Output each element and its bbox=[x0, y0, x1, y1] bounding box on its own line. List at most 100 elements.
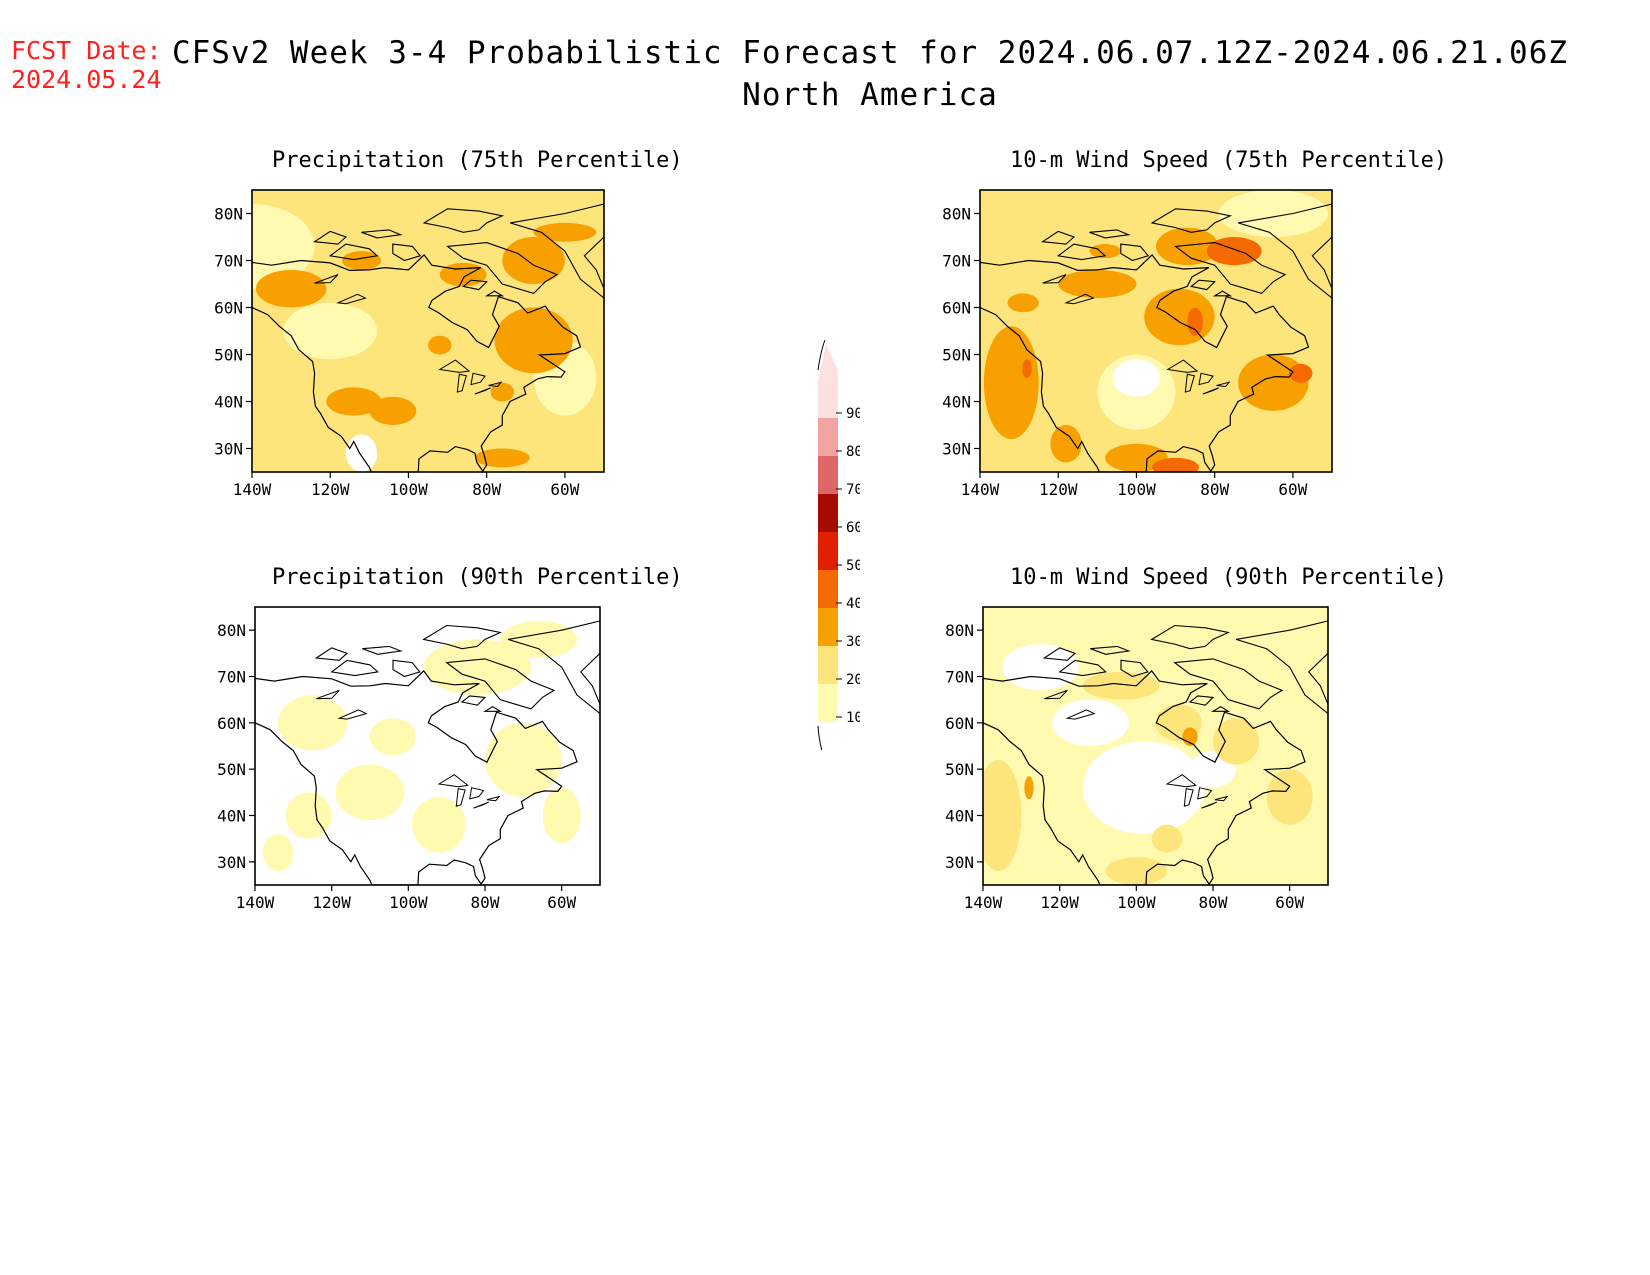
island-outline bbox=[461, 279, 488, 291]
probability-hotspot bbox=[1007, 293, 1039, 313]
lat-label: 30N bbox=[942, 440, 971, 459]
probability-hotspot bbox=[412, 796, 466, 853]
lake-outline bbox=[336, 293, 367, 305]
probability-hotspot bbox=[1144, 288, 1215, 346]
island-outline bbox=[1056, 243, 1107, 261]
probability-hotspot bbox=[326, 387, 382, 416]
island-outline bbox=[361, 229, 403, 239]
colorbar-swatch bbox=[818, 380, 838, 418]
probability-hotspot bbox=[485, 722, 562, 797]
lon-label: 100W bbox=[1117, 893, 1156, 912]
lat-label: 60N bbox=[945, 714, 974, 733]
island-outline bbox=[1174, 242, 1287, 295]
lat-label: 70N bbox=[214, 252, 243, 271]
probability-hotspot bbox=[285, 792, 332, 839]
island-outline bbox=[1042, 647, 1077, 661]
island-outline bbox=[1211, 705, 1231, 712]
panel-precip-75: Precipitation (75th Percentile) 80N 70N 60… bbox=[200, 148, 760, 528]
map-precip-90: 80N 70N 60N 50N 40N 30N 140W 120W 100W 80W 60W bbox=[217, 606, 601, 912]
map-precip-75: 80N 70N 60N 50N 40N 30N 140W 120W 100W 80W 60W bbox=[214, 189, 605, 499]
probability-region bbox=[1052, 699, 1129, 746]
colorbar: 10 20 30 40 50 60 70 80 90 bbox=[817, 339, 860, 750]
island-outline bbox=[1235, 620, 1328, 715]
panel-title: 10-m Wind Speed (90th Percentile) bbox=[1010, 565, 1448, 590]
probability-hotspot bbox=[278, 695, 347, 751]
lat-label: 50N bbox=[214, 346, 243, 365]
probability-hotspot bbox=[1288, 363, 1313, 383]
island-outline bbox=[422, 208, 505, 233]
colorbar-swatch bbox=[818, 570, 838, 608]
lake-outline bbox=[1044, 689, 1068, 700]
probability-region bbox=[1112, 359, 1160, 397]
probability-hotspot bbox=[490, 382, 515, 402]
lake-outline bbox=[1214, 795, 1229, 802]
lat-label: 40N bbox=[942, 393, 971, 412]
lake-outline bbox=[316, 689, 340, 700]
lat-label: 30N bbox=[217, 853, 246, 872]
island-outline bbox=[446, 242, 559, 295]
colorbar-top-triangle bbox=[818, 344, 838, 380]
map-wind-90: 80N 70N 60N 50N 40N 30N 140W 120W 100W 80W 60W bbox=[945, 606, 1329, 912]
island-outline bbox=[509, 203, 604, 299]
lat-label: 60N bbox=[214, 299, 243, 318]
probability-hotspot bbox=[474, 448, 530, 468]
island-outline bbox=[422, 624, 503, 650]
map-content bbox=[252, 190, 604, 472]
island-outline bbox=[1173, 658, 1284, 710]
fcst-date: 2024.05.24 bbox=[11, 65, 162, 94]
probability-hotspot bbox=[1050, 425, 1082, 463]
lat-label: 50N bbox=[942, 346, 971, 365]
probability-hotspot bbox=[1238, 354, 1309, 411]
lake-outline bbox=[1064, 293, 1095, 305]
island-outline bbox=[1120, 243, 1150, 262]
island-outline bbox=[1150, 208, 1233, 233]
panel-precip-90: Precipitation (90th Percentile) 80N 70N 60… bbox=[200, 565, 760, 945]
probability-hotspot bbox=[533, 222, 597, 242]
probability-hotspot bbox=[255, 269, 327, 308]
lake-outline bbox=[1065, 709, 1096, 720]
figure-title: CFSv2 Week 3-4 Probabilistic Forecast fo… bbox=[160, 32, 1580, 116]
lon-label: 140W bbox=[236, 893, 275, 912]
probability-hotspot bbox=[262, 834, 294, 872]
lat-label: 60N bbox=[942, 299, 971, 318]
lake-outline bbox=[474, 387, 491, 395]
probability-hotspot bbox=[542, 787, 581, 844]
lake-outline bbox=[456, 373, 467, 393]
island-outline bbox=[1212, 290, 1233, 297]
island-outline bbox=[313, 230, 347, 245]
island-outline bbox=[392, 243, 422, 262]
colorbar-label: 40 bbox=[846, 596, 860, 612]
probability-region bbox=[1218, 190, 1329, 237]
probability-hotspot bbox=[1156, 227, 1219, 266]
probability-hotspot bbox=[1058, 269, 1137, 299]
probability-region bbox=[1082, 741, 1206, 835]
lake-outline bbox=[470, 372, 486, 386]
probability-hotspot bbox=[494, 307, 573, 374]
panel-title: Precipitation (75th Percentile) bbox=[272, 148, 683, 173]
island-outline bbox=[330, 659, 379, 677]
forecast-date-label: FCST Date: 2024.05.24 bbox=[11, 36, 162, 94]
island-outline bbox=[1150, 624, 1231, 650]
map-frame bbox=[254, 606, 601, 886]
map-content bbox=[980, 190, 1332, 472]
lat-label: 80N bbox=[942, 205, 971, 224]
lat-label: 80N bbox=[217, 621, 246, 640]
colorbar-bottom-cap bbox=[817, 725, 823, 750]
lake-outline bbox=[1216, 381, 1231, 388]
title-line-2: North America bbox=[742, 77, 998, 113]
lake-outline bbox=[1201, 801, 1218, 809]
island-outline bbox=[1089, 229, 1131, 239]
lat-label: 30N bbox=[214, 440, 243, 459]
island-outline bbox=[507, 620, 600, 715]
coastline bbox=[252, 254, 582, 472]
island-outline bbox=[328, 243, 379, 261]
probability-hotspot bbox=[502, 237, 565, 284]
map-frame bbox=[251, 189, 605, 473]
lake-outline bbox=[469, 787, 485, 800]
lon-label: 100W bbox=[389, 893, 428, 912]
map-content bbox=[983, 607, 1328, 885]
lat-label: 70N bbox=[945, 668, 974, 687]
lat-label: 50N bbox=[217, 760, 246, 779]
lon-label: 140W bbox=[961, 480, 1000, 499]
lat-label: 30N bbox=[945, 853, 974, 872]
